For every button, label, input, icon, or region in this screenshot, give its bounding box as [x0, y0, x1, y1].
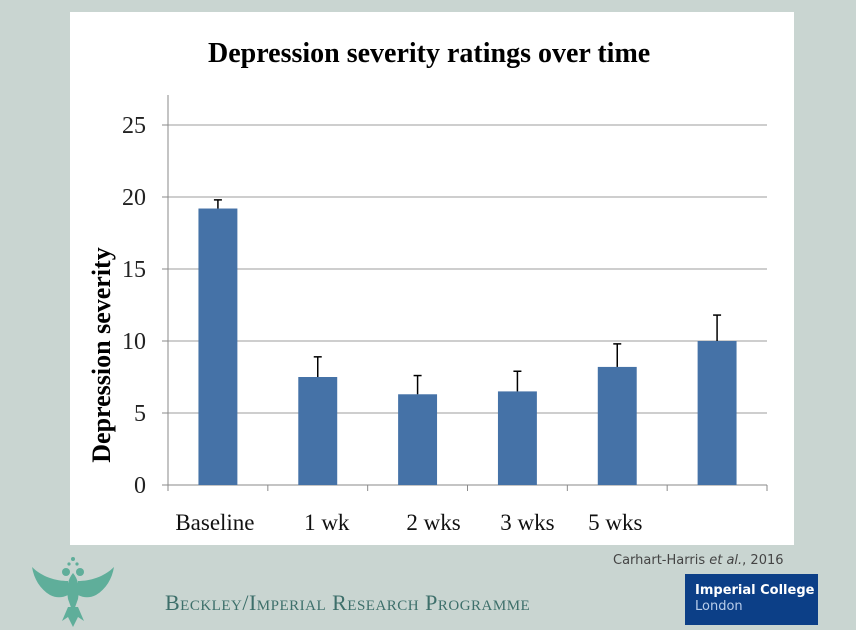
logo-line-2: London [695, 599, 743, 614]
error-bars [213, 199, 722, 395]
chart-title: Depression severity ratings over time [208, 38, 651, 69]
citation-etal: et al. [709, 553, 743, 568]
imperial-college-logo: Imperial College London [685, 574, 818, 625]
y-tick-label: 5 [134, 401, 146, 427]
programme-name: Beckley/Imperial Research Programme [165, 590, 531, 615]
axes [162, 95, 768, 491]
citation: Carhart-Harris et al., 2016 [613, 553, 784, 568]
citation-author: Carhart-Harris [613, 553, 710, 568]
y-tick-label: 15 [122, 257, 146, 283]
bar [198, 208, 238, 485]
citation-year: , 2016 [742, 553, 784, 568]
bar [597, 366, 637, 485]
bars [198, 208, 737, 485]
x-tick-label: 3 wks [500, 510, 554, 535]
y-tick-label: 25 [122, 113, 146, 139]
x-tick-label: 5 wks [588, 510, 642, 535]
x-tick-label: Baseline [175, 510, 254, 535]
gridlines [168, 124, 767, 414]
x-tick-label: 2 wks [406, 510, 460, 535]
x-tick-label: 1 wk [304, 510, 350, 535]
y-tick-label: 20 [122, 185, 146, 211]
bar [497, 391, 537, 485]
y-axis-label: Depression severity [87, 247, 116, 463]
logo-line-1: Imperial College [695, 583, 815, 598]
eagle-logo-icon [32, 557, 114, 627]
bar [298, 377, 338, 485]
y-tick-label: 10 [122, 329, 146, 355]
bar [398, 394, 438, 485]
bar [697, 341, 737, 485]
y-tick-labels: 0 5 10 15 20 25 [122, 113, 146, 499]
y-tick-label: 0 [134, 473, 146, 499]
x-tick-labels: Baseline 1 wk 2 wks 3 wks 5 wks [175, 510, 642, 535]
